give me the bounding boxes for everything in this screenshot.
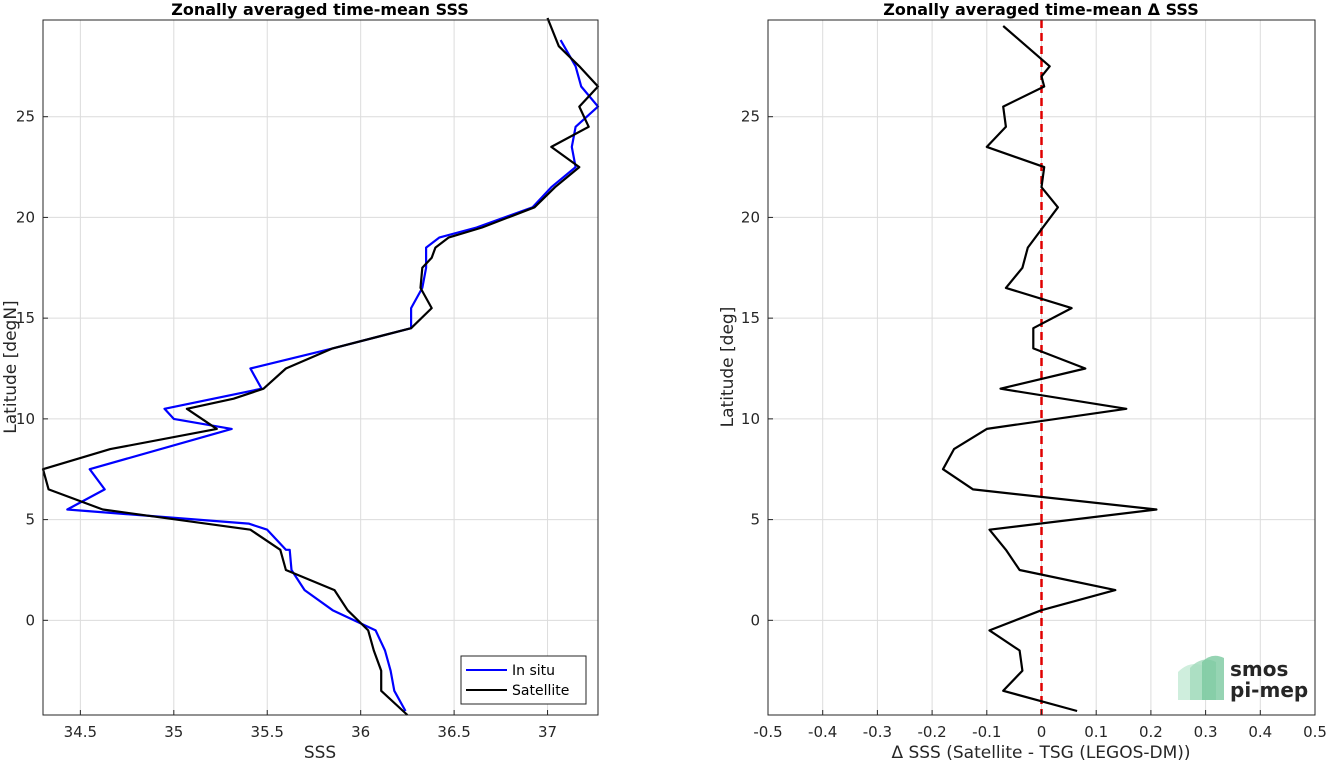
smos-pi-mep-logo: smos pi-mep (1178, 655, 1308, 702)
right-x-tick-label: -0.4 (808, 723, 837, 741)
wave-logo-icon (1178, 655, 1224, 700)
right-title: Zonally averaged time-mean Δ SSS (883, 0, 1199, 19)
logo-text-smos: smos (1230, 657, 1288, 681)
left-series-group (41, 17, 600, 716)
left-y-tick-label: 20 (16, 208, 35, 226)
left-y-label: Latitude [degN] (1, 300, 21, 433)
right-x-tick-label: 0 (1037, 723, 1047, 741)
right-y-tick-label: 0 (750, 611, 760, 629)
legend-label-in-situ: In situ (512, 663, 555, 679)
left-y-tick-label: 10 (16, 410, 35, 428)
left-chart: 34.5 35 35.5 36 36.5 37 0 5 10 15 20 25 Zonally ave… (1, 0, 600, 763)
right-x-tick-label: -0.1 (972, 723, 1001, 741)
left-x-label: SSS (304, 743, 336, 763)
wave-shape-3 (1202, 655, 1224, 700)
left-x-tick-label: 35 (164, 723, 183, 741)
left-grid (43, 20, 598, 715)
left-y-tick-label: 15 (16, 309, 35, 327)
legend-label-satellite: Satellite (512, 683, 569, 699)
left-x-tick-label: 34.5 (64, 723, 97, 741)
left-plot-background (43, 20, 598, 715)
left-x-tick-label: 36 (351, 723, 370, 741)
left-tick-labels: 34.5 35 35.5 36 36.5 37 0 5 10 15 20 25 (16, 108, 557, 741)
left-axes-box (42, 19, 599, 716)
right-x-tick-label: 0.3 (1194, 723, 1218, 741)
left-y-tick-label: 0 (25, 611, 35, 629)
right-chart: -0.5 -0.4 -0.3 -0.2 -0.1 0 0.1 0.2 0.3 0.4 0.5 0 5 10… (718, 0, 1327, 763)
right-tick-labels: -0.5 -0.4 -0.3 -0.2 -0.1 0 0.1 0.2 0.3 0.4 0.5 0 5 10… (741, 108, 1327, 741)
left-title: Zonally averaged time-mean SSS (171, 0, 469, 19)
right-y-tick-label: 20 (741, 208, 760, 226)
left-y-tick-label: 25 (16, 108, 35, 126)
legend: In situ Satellite (460, 655, 587, 705)
right-x-tick-label: -0.3 (863, 723, 892, 741)
right-x-tick-label: 0.2 (1139, 723, 1163, 741)
right-series-group (941, 25, 1158, 713)
right-x-label: Δ SSS (Satellite - TSG (LEGOS-DM)) (891, 743, 1190, 763)
left-x-tick-label: 36.5 (437, 723, 470, 741)
right-x-tick-label: 0.5 (1303, 723, 1327, 741)
right-x-tick-label: 0.1 (1084, 723, 1108, 741)
right-x-tick-label: -0.5 (753, 723, 782, 741)
left-x-tick-label: 37 (538, 723, 557, 741)
right-y-tick-label: 5 (750, 511, 760, 529)
right-y-tick-label: 10 (741, 410, 760, 428)
right-x-tick-label: 0.4 (1248, 723, 1272, 741)
left-y-tick-label: 5 (25, 511, 35, 529)
right-series-line-series-0 (941, 25, 1158, 713)
logo-text-pi-mep: pi-mep (1230, 678, 1308, 702)
legend-box (460, 655, 587, 705)
right-y-tick-label: 15 (741, 309, 760, 327)
right-y-tick-label: 25 (741, 108, 760, 126)
right-y-label: Latitude [deg] (718, 307, 738, 428)
right-x-tick-label: -0.2 (917, 723, 946, 741)
left-x-tick-label: 35.5 (251, 723, 284, 741)
left-series-line-satellite (41, 17, 600, 716)
